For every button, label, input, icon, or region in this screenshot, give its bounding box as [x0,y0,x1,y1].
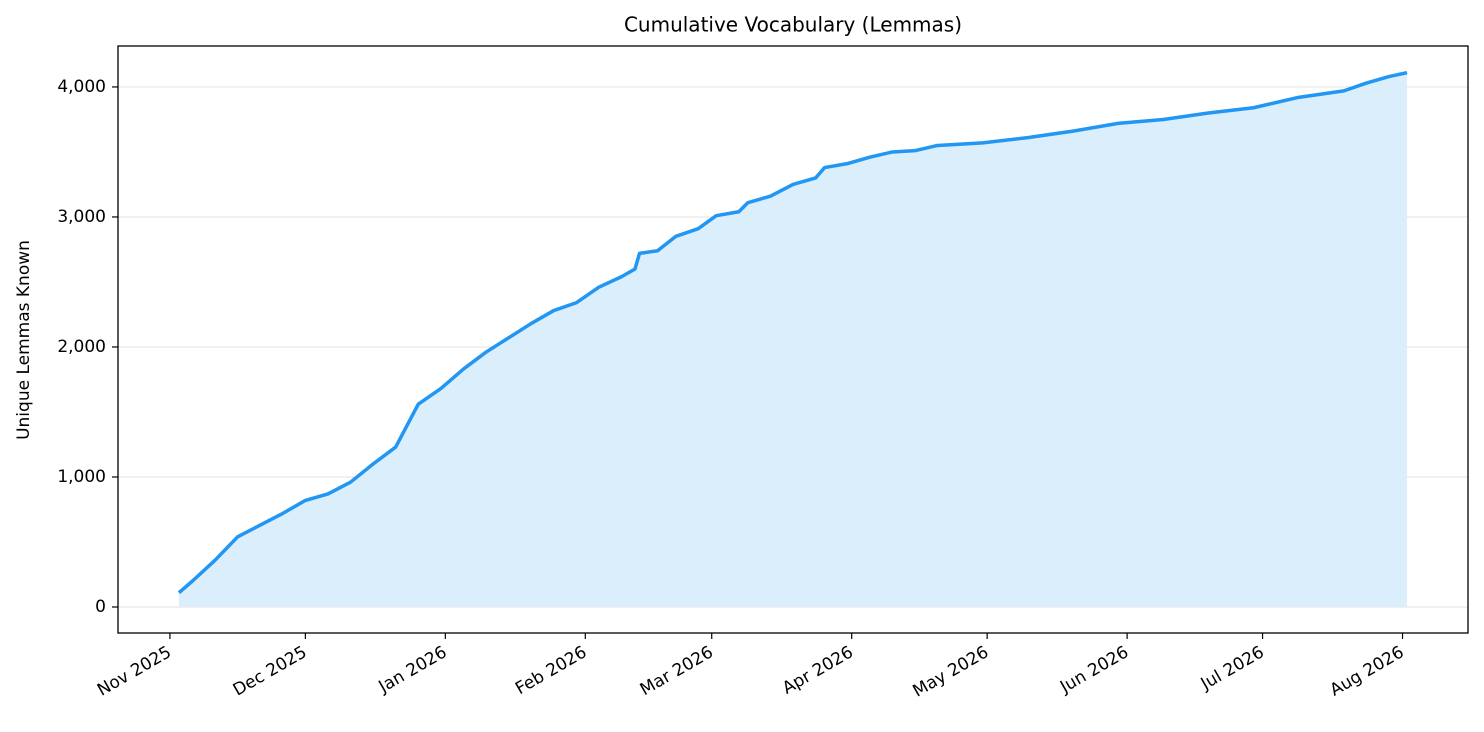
y-axis-label: Unique Lemmas Known [14,240,34,440]
y-tick-label: 2,000 [57,337,106,357]
y-tick-label: 0 [95,597,106,617]
y-tick-label: 1,000 [57,467,106,487]
line [177,70,1408,595]
x-tick-label: Aug 2026 [1327,642,1408,700]
x-tick-label: Jan 2026 [375,642,451,697]
x-tick-label: Feb 2026 [512,642,590,699]
x-tick-label: Jul 2026 [1197,642,1268,694]
x-tick-label: Nov 2025 [94,642,175,700]
y-tick-label: 3,000 [57,207,106,227]
area [178,72,1408,607]
x-tick-label: Dec 2025 [230,642,311,700]
x-tick-label: Jun 2026 [1056,642,1132,697]
x-tick-label: May 2026 [910,642,993,701]
y-tick-label: 4,000 [57,77,106,97]
chart-title: Cumulative Vocabulary (Lemmas) [624,13,962,37]
x-tick-label: Apr 2026 [779,642,857,698]
x-tick-label: Mar 2026 [637,642,717,700]
plot-frame [117,45,1469,634]
